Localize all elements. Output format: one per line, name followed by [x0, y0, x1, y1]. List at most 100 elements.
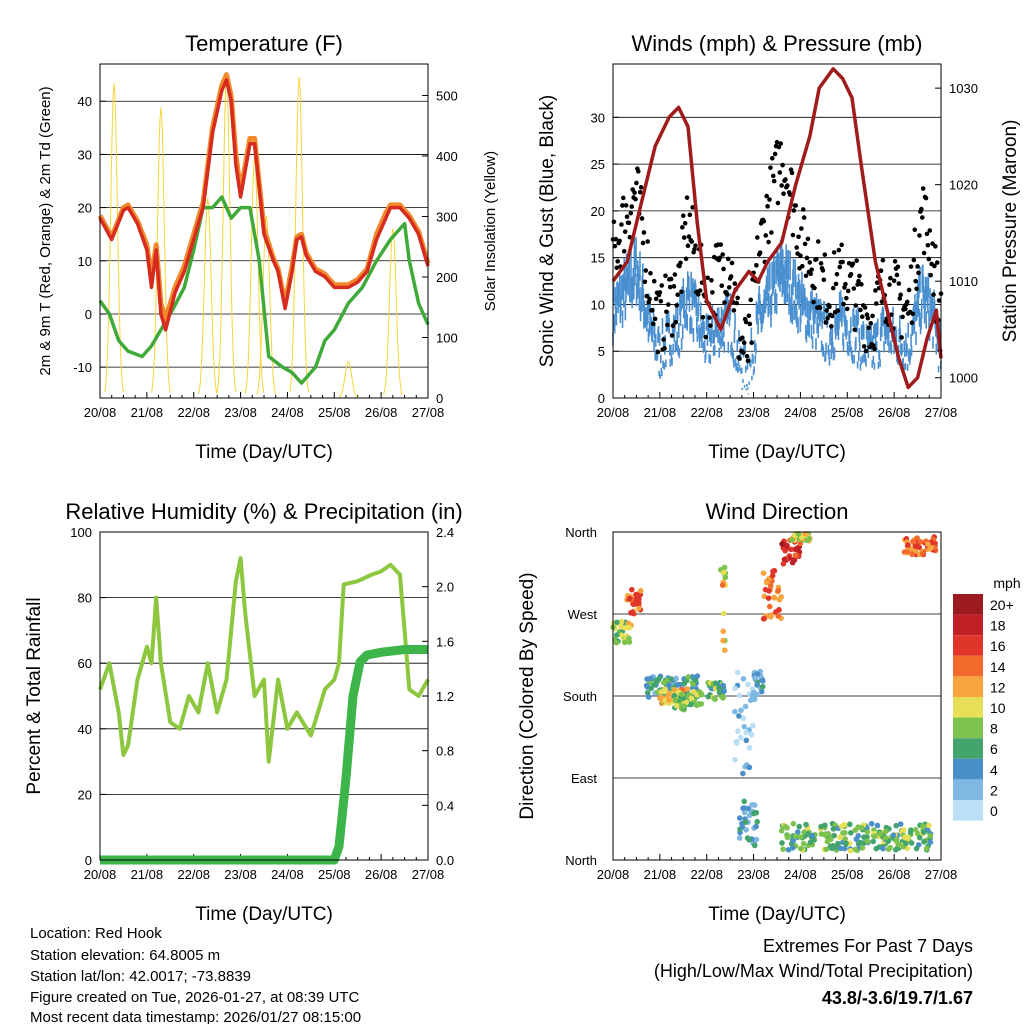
gust-point: [891, 278, 897, 284]
gust-point: [880, 258, 886, 263]
y-tick-label-right: 0.8: [436, 744, 454, 759]
direction-point: [829, 843, 836, 849]
gust-point: [664, 309, 669, 315]
direction-point: [784, 542, 790, 549]
direction-point: [735, 728, 741, 734]
gust-point: [931, 292, 936, 297]
gust-point: [611, 219, 617, 225]
direction-point: [643, 682, 650, 689]
gust-point: [913, 278, 918, 284]
direction-point: [622, 624, 628, 631]
gust-point: [643, 268, 649, 273]
direction-point: [927, 545, 933, 552]
y-tick-label: -10: [73, 360, 92, 375]
gust-point: [621, 195, 626, 201]
gust-point: [763, 233, 769, 238]
direction-point: [864, 834, 870, 840]
gust-point: [781, 191, 786, 197]
direction-point: [781, 556, 788, 563]
direction-point: [835, 840, 841, 847]
legend-label: 16: [990, 638, 1006, 654]
gust-point: [728, 274, 734, 279]
direction-point: [736, 815, 743, 821]
direction-point: [626, 625, 633, 631]
x-tick-label: 27/08: [412, 867, 445, 882]
y-tick-label-right: 0.0: [436, 853, 454, 868]
gust-point: [830, 285, 836, 291]
gust-point: [799, 226, 804, 231]
direction-point: [698, 701, 705, 707]
direction-point: [613, 639, 620, 646]
y-tick-label: 25: [591, 157, 605, 172]
direction-point: [795, 829, 801, 835]
direction-point: [737, 734, 744, 741]
gust-point: [657, 290, 663, 295]
gust-point: [841, 301, 846, 307]
direction-point: [789, 845, 796, 851]
direction-point: [789, 537, 795, 543]
extremes-subtitle: (High/Low/Max Wind/Total Precipitation): [654, 961, 973, 981]
gust-point: [725, 256, 731, 262]
direction-point: [678, 691, 685, 698]
speed-legend: mph 20+ 18 16 14 12 10 8 6 4 2 0: [953, 575, 1021, 821]
gust-point: [798, 253, 803, 258]
gust-point: [653, 296, 659, 302]
direction-point: [912, 826, 919, 833]
gust-point: [703, 334, 709, 340]
direction-point: [807, 839, 814, 846]
gust-point: [771, 178, 777, 184]
direction-point: [893, 822, 900, 829]
gust-point: [779, 183, 784, 188]
gust-point: [667, 284, 673, 290]
y-tick-label: West: [568, 607, 598, 622]
direction-point: [753, 836, 760, 843]
legend-label: 8: [990, 721, 998, 737]
direction-point: [705, 693, 712, 700]
direction-point: [917, 538, 924, 545]
direction-point: [923, 845, 930, 852]
direction-point: [909, 551, 915, 558]
legend-label: 12: [990, 679, 1006, 695]
gust-point: [814, 256, 819, 262]
gust-point: [851, 286, 857, 291]
gust-point: [647, 296, 652, 302]
direction-point: [740, 770, 746, 777]
gust-point: [663, 273, 668, 279]
direction-point: [644, 689, 651, 696]
gust-point: [831, 250, 837, 255]
x-tick-label: 25/08: [831, 867, 864, 882]
gust-point: [658, 298, 664, 304]
direction-point: [693, 702, 700, 709]
gust-point: [685, 243, 691, 249]
gust-point: [911, 257, 917, 263]
y-tick-label: 20: [591, 204, 605, 219]
x-tick-label: 25/08: [318, 405, 351, 420]
direction-point: [662, 688, 668, 695]
panel-2: Winds (mph) & Pressure (mb) Time (Day/UTC…: [537, 31, 1021, 463]
gust-point: [821, 277, 827, 283]
gust-point: [804, 255, 810, 261]
gust-point: [878, 268, 884, 273]
gust-point: [741, 340, 747, 346]
direction-point: [732, 756, 738, 763]
direction-point: [916, 834, 923, 841]
solar-insolation-peak: [197, 197, 218, 395]
direction-point: [752, 675, 758, 681]
direction-point: [855, 824, 861, 830]
gust-point: [865, 315, 871, 321]
legend-swatch: [953, 779, 983, 800]
panel-1: Temperature (F) Time (Day/UTC) 2m & 9m T (…: [37, 31, 499, 463]
gust-point: [914, 286, 919, 292]
gust-point: [790, 232, 796, 238]
y-tick-label: 100: [70, 525, 92, 540]
gust-point: [801, 215, 807, 220]
gust-point: [794, 245, 799, 250]
gust-point: [731, 308, 737, 313]
direction-point: [857, 839, 863, 846]
direction-point: [741, 723, 748, 730]
gust-point: [923, 195, 929, 201]
gust-point: [700, 314, 706, 320]
gust-point: [824, 308, 829, 313]
direction-point: [840, 830, 846, 836]
direction-point: [743, 729, 750, 736]
